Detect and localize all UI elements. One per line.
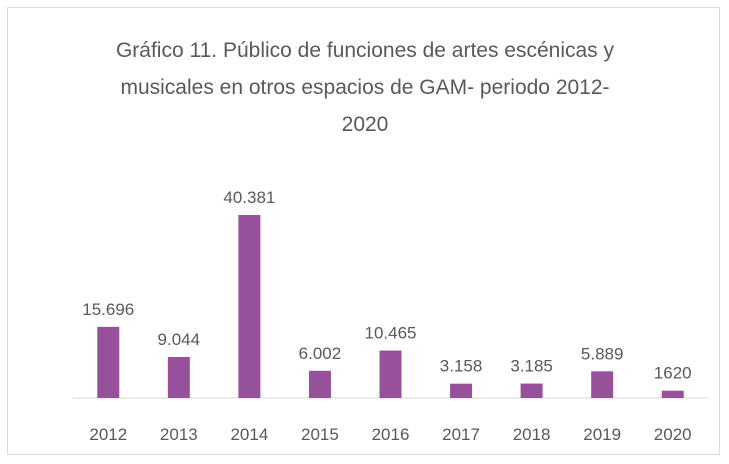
- bar: [97, 326, 120, 398]
- x-tick-label: 2012: [89, 425, 127, 444]
- data-label: 15.696: [82, 300, 134, 319]
- chart-frame: [7, 7, 720, 455]
- x-tick-label: 2018: [513, 425, 551, 444]
- data-label: 5.889: [581, 344, 624, 363]
- bar: [591, 371, 614, 398]
- bar: [661, 390, 684, 398]
- data-label: 9.044: [158, 330, 201, 349]
- bar: [167, 357, 190, 398]
- x-tick-label: 2017: [442, 425, 480, 444]
- data-label: 40.381: [223, 188, 275, 207]
- bar: [379, 350, 402, 398]
- data-label: 3.158: [440, 357, 483, 376]
- bar: [238, 215, 261, 398]
- x-tick-label: 2020: [654, 425, 692, 444]
- x-tick-label: 2015: [301, 425, 339, 444]
- data-label: 6.002: [299, 344, 342, 363]
- data-label: 1620: [654, 364, 692, 383]
- chart-title: Gráfico 11. Público de funciones de arte…: [115, 39, 615, 136]
- x-tick-label: 2019: [583, 425, 621, 444]
- x-tick-label: 2013: [160, 425, 198, 444]
- bar: [450, 383, 473, 398]
- x-tick-label: 2016: [372, 425, 410, 444]
- x-tick-label: 2014: [230, 425, 268, 444]
- data-label: 3.185: [510, 357, 553, 376]
- bar: [520, 383, 543, 398]
- bar: [308, 370, 331, 398]
- data-label: 10.465: [365, 324, 417, 343]
